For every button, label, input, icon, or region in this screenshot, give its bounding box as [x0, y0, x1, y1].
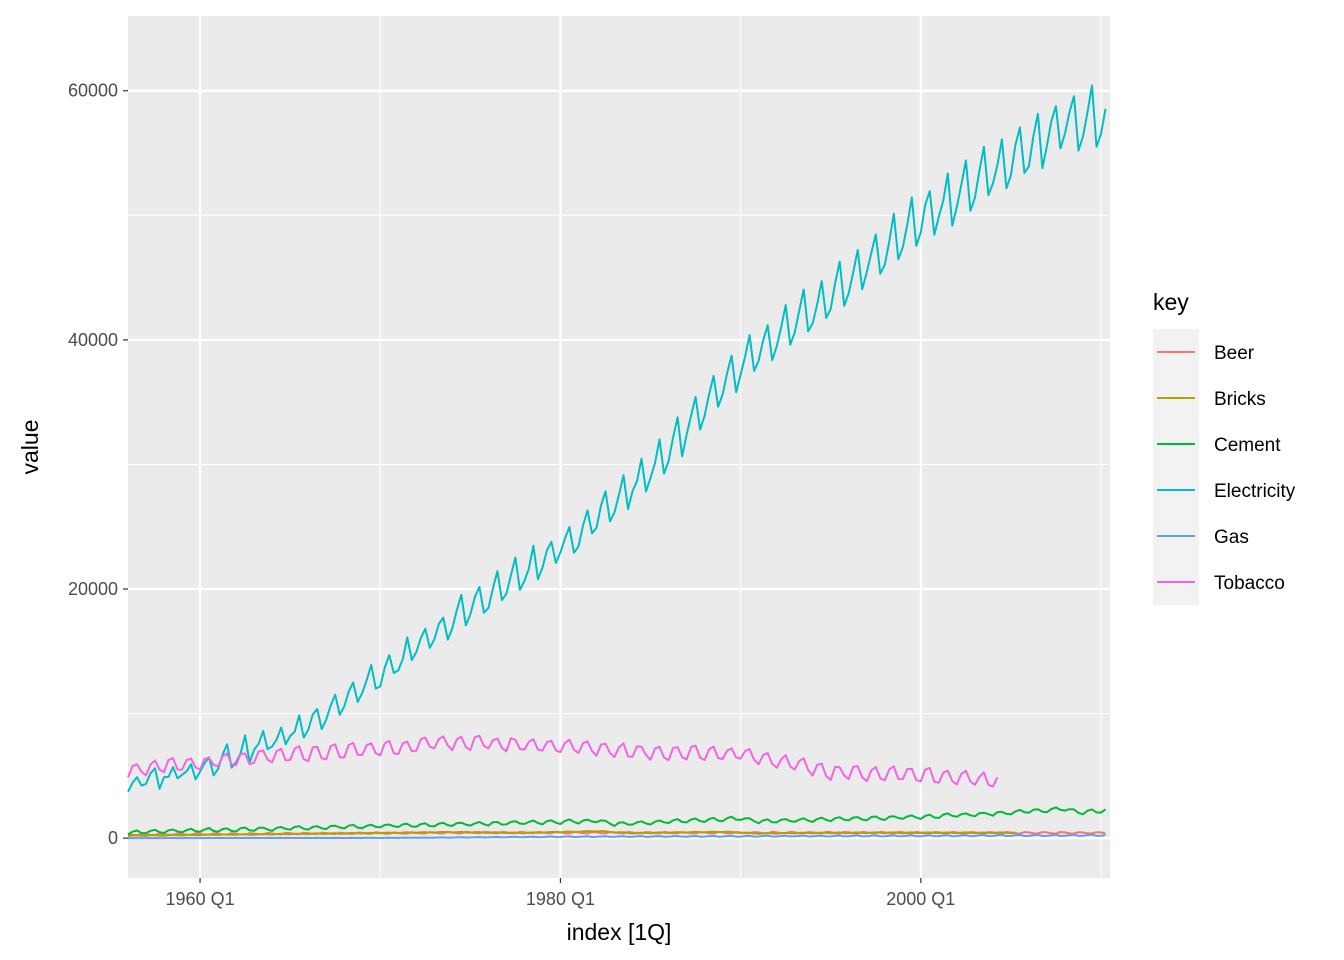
y-tick-label: 20000 [68, 579, 118, 599]
minor-gridlines [128, 16, 1110, 878]
series-line-bricks [127, 830, 1016, 838]
series-line-cement [127, 806, 1107, 836]
legend-label-cement: Cement [1214, 435, 1281, 456]
legend-label-gas: Gas [1214, 527, 1249, 548]
x-axis-title: index [1Q] [567, 919, 672, 945]
legend: key Beer Bricks Cement Electricity Gas Tobacc… [1153, 289, 1296, 605]
y-tick-label: 40000 [68, 330, 118, 350]
x-axis: 1960 Q1 1980 Q1 2000 Q1 [166, 878, 955, 909]
legend-label-tobacco: Tobacco [1214, 573, 1285, 594]
x-tick-label: 2000 Q1 [886, 889, 955, 909]
major-gridlines [128, 16, 1110, 878]
x-tick-label: 1960 Q1 [166, 889, 235, 909]
series-lines [127, 84, 1107, 840]
legend-label-bricks: Bricks [1214, 389, 1266, 410]
legend-label-electricity: Electricity [1214, 481, 1296, 502]
y-tick-label: 60000 [68, 81, 118, 101]
series-line-electricity [127, 84, 1107, 793]
x-tick-label: 1980 Q1 [526, 889, 595, 909]
legend-title: key [1153, 289, 1189, 315]
y-axis: 0 20000 40000 60000 [68, 81, 128, 848]
series-line-tobacco [127, 734, 999, 788]
y-tick-label: 0 [108, 828, 118, 848]
legend-label-beer: Beer [1214, 343, 1255, 364]
y-axis-title: value [17, 420, 43, 475]
series-line-gas [128, 833, 1106, 840]
